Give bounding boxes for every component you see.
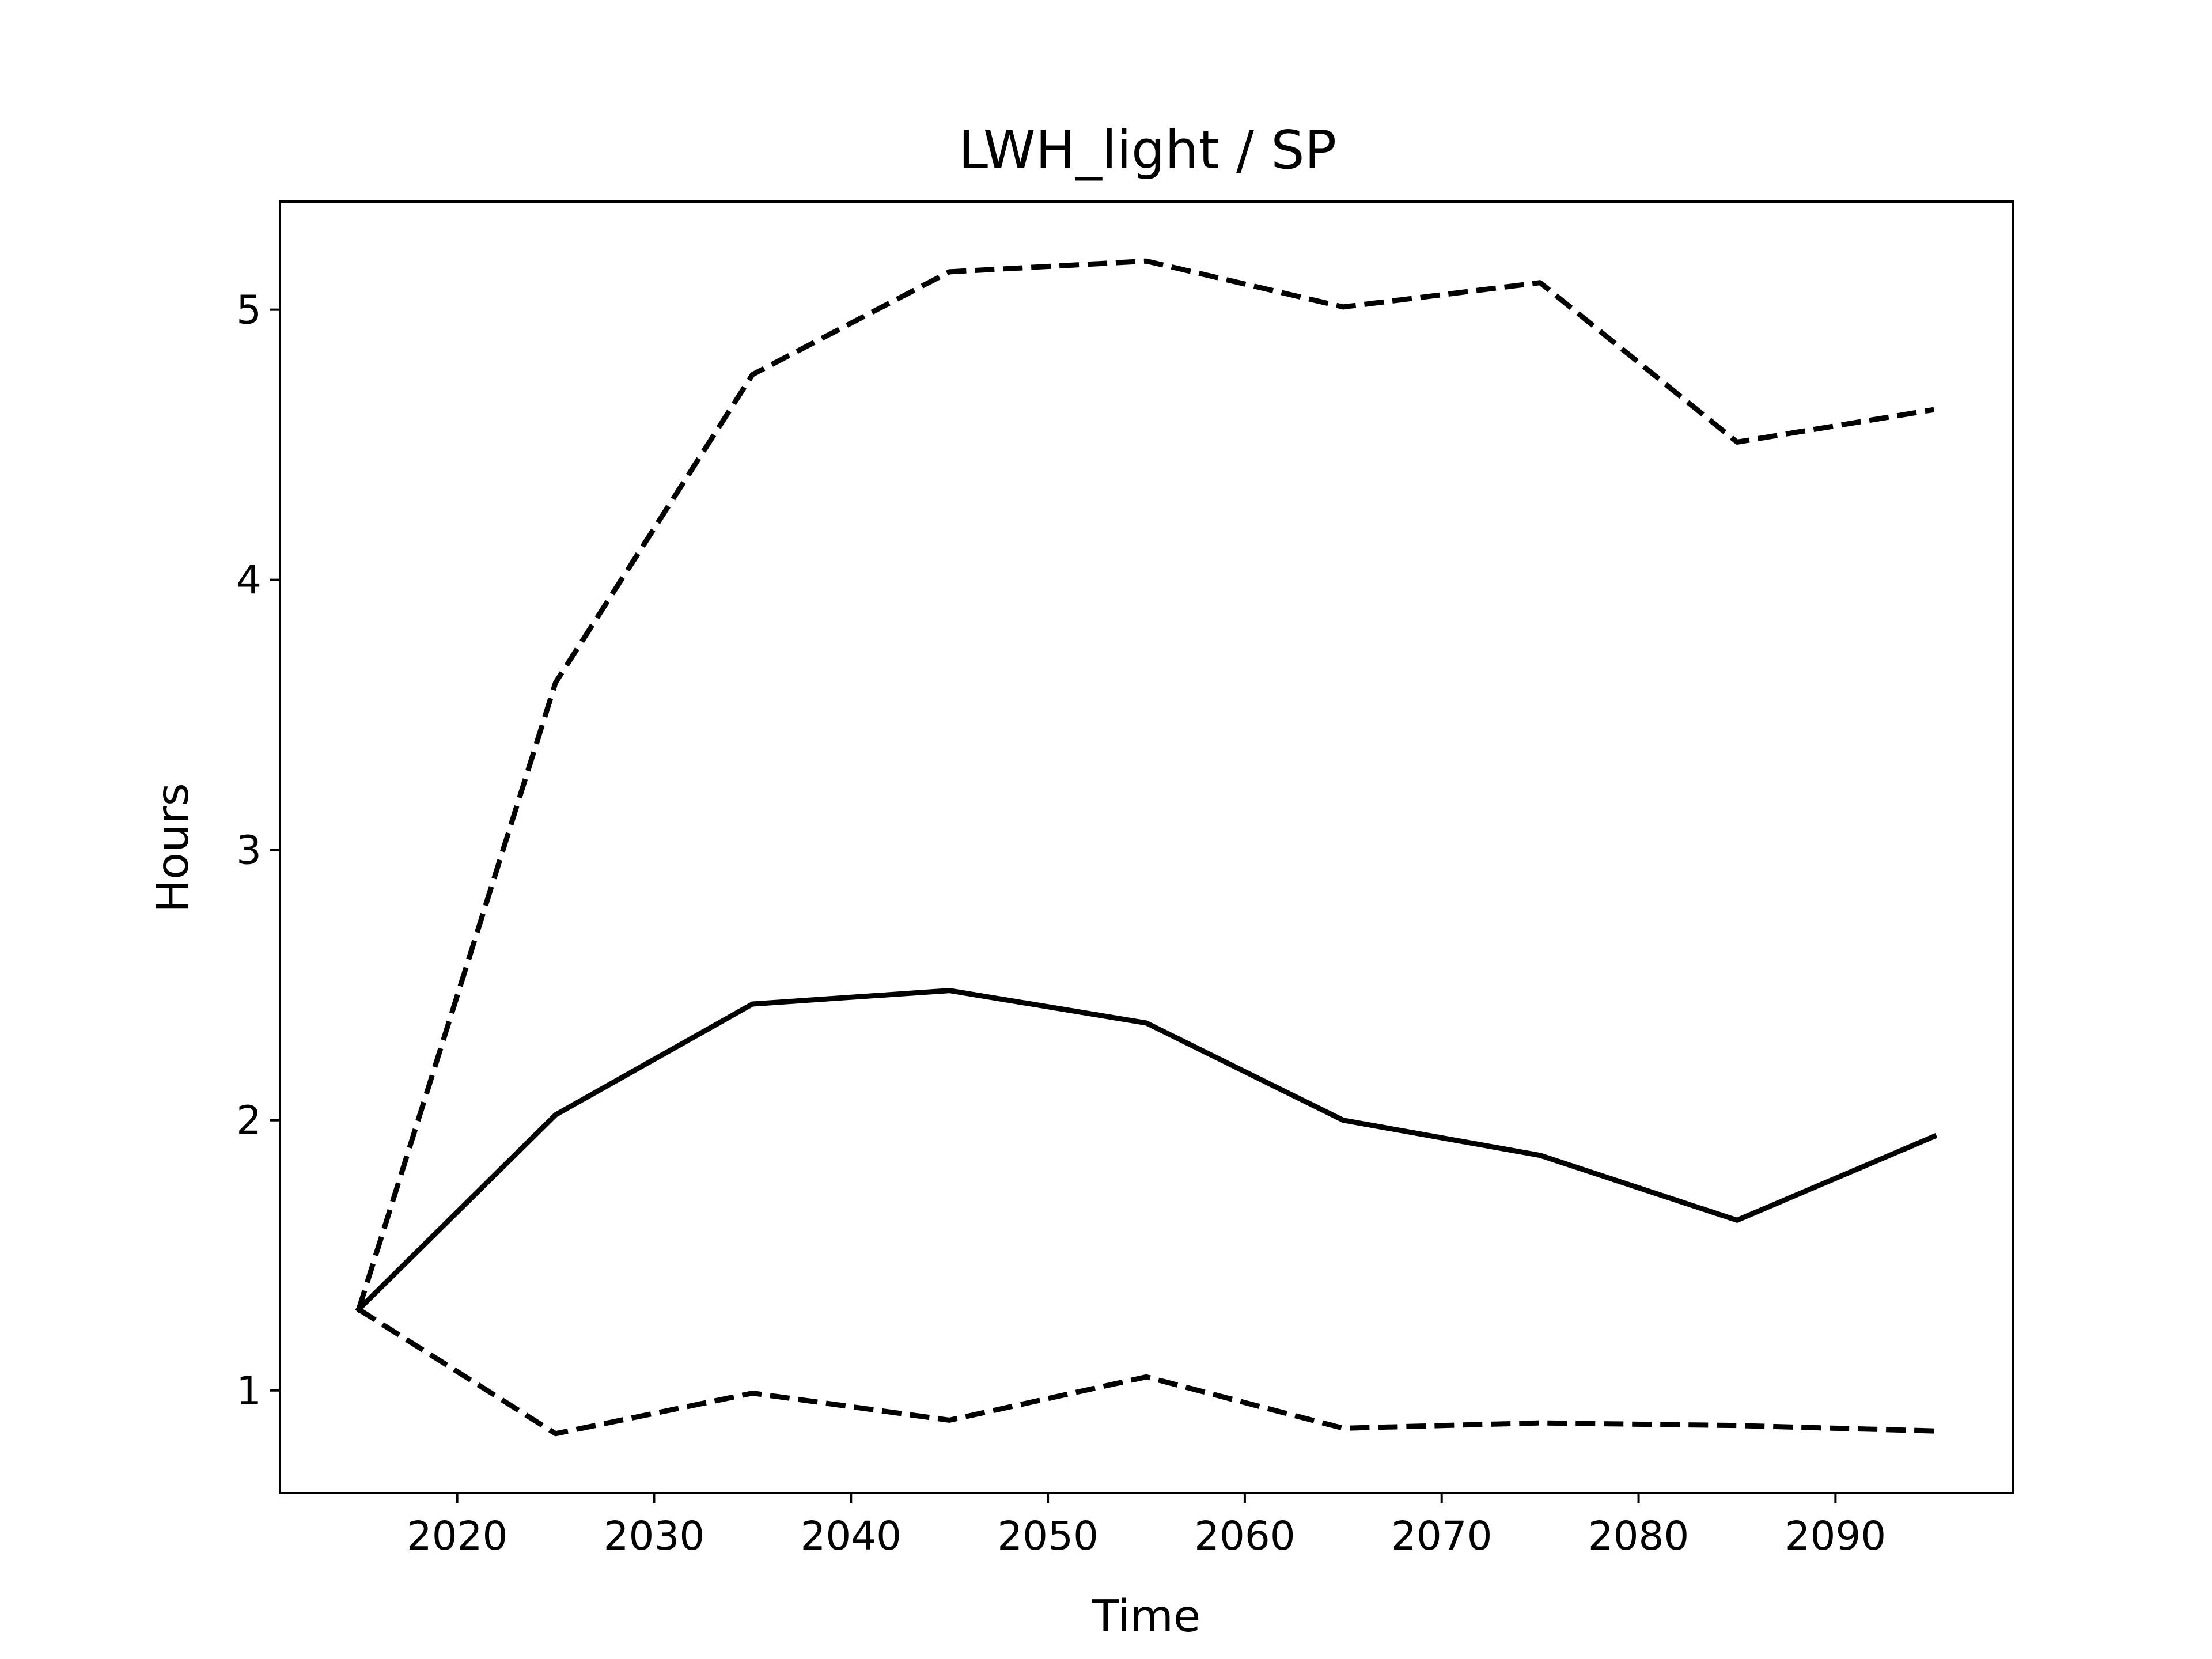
- chart-title: LWH_light / SP: [959, 119, 1336, 181]
- x-axis-label: Time: [1092, 1591, 1200, 1642]
- x-tick-label: 2070: [1391, 1513, 1493, 1559]
- x-tick-label: 2030: [604, 1513, 705, 1559]
- y-tick-label: 2: [236, 1098, 262, 1144]
- series-line-3-dashed: [357, 1307, 1934, 1437]
- series-layer: [355, 258, 1938, 1437]
- x-axis-ticks: 2020 2030 2040 2050 2060 2070 2080 2090: [407, 1493, 1886, 1559]
- y-axis-ticks: 1 2 3 4 5: [236, 287, 280, 1414]
- x-tick-label: 2080: [1588, 1513, 1690, 1559]
- x-tick-label: 2020: [407, 1513, 508, 1559]
- y-tick-label: 1: [236, 1368, 262, 1414]
- x-tick-label: 2060: [1194, 1513, 1296, 1559]
- y-tick-label: 3: [236, 828, 262, 874]
- x-tick-label: 2050: [997, 1513, 1099, 1559]
- y-tick-label: 4: [236, 558, 262, 604]
- x-tick-label: 2040: [800, 1513, 902, 1559]
- y-tick-label: 5: [236, 287, 262, 334]
- plot-area-frame: [279, 200, 2014, 1494]
- series-line-1-solid: [355, 988, 1938, 1313]
- x-tick-label: 2090: [1785, 1513, 1887, 1559]
- series-line-2-dashed: [356, 258, 1935, 1310]
- y-axis-label: Hours: [147, 783, 199, 913]
